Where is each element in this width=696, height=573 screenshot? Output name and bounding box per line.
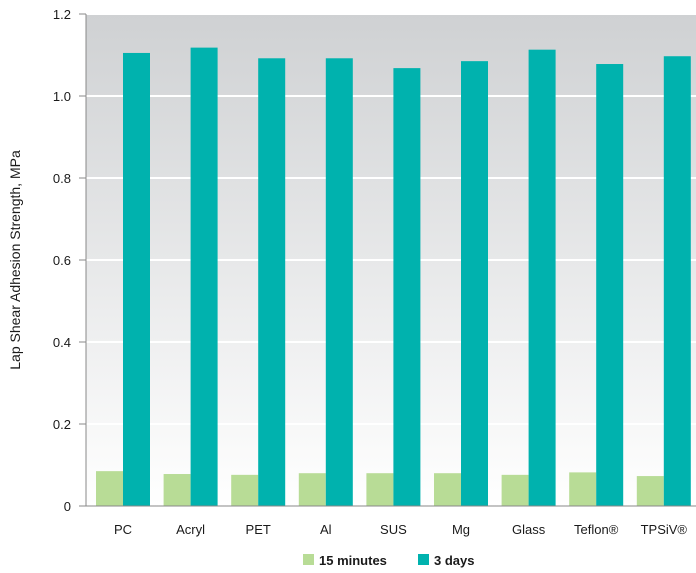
bar-3-days xyxy=(258,58,286,506)
bar-15-minutes xyxy=(231,474,259,506)
bar-15-minutes xyxy=(366,473,394,506)
legend-swatch xyxy=(303,554,314,565)
y-tick-labels: 0 0.2 0.4 0.6 0.8 1.0 1.2 xyxy=(53,7,71,514)
bar-3-days xyxy=(528,49,556,507)
bar-3-days xyxy=(393,68,421,507)
x-tick-label: Glass xyxy=(512,522,546,537)
bar-15-minutes xyxy=(163,474,191,506)
bar-3-days xyxy=(596,64,624,507)
y-tick-label: 0.2 xyxy=(53,417,71,432)
bars xyxy=(96,47,691,507)
y-axis-title: Lap Shear Adhesion Strength, MPa xyxy=(7,150,23,370)
x-tick-label: Teflon® xyxy=(574,522,619,537)
legend: 15 minutes 3 days xyxy=(303,553,474,568)
bar-15-minutes xyxy=(569,472,597,506)
bar-3-days xyxy=(190,47,218,507)
bar-3-days xyxy=(663,56,691,506)
y-tick-label: 0 xyxy=(64,499,71,514)
x-tick-label: Acryl xyxy=(176,522,205,537)
legend-label: 3 days xyxy=(434,553,474,568)
y-tick-label: 0.6 xyxy=(53,253,71,268)
gridlines xyxy=(86,13,696,425)
x-tick-label: PC xyxy=(114,522,132,537)
bar-3-days xyxy=(123,52,150,506)
bar-15-minutes xyxy=(298,473,326,506)
y-tick-label: 0.8 xyxy=(53,171,71,186)
bar-3-days xyxy=(461,61,488,507)
x-tick-label: TPSiV® xyxy=(641,522,688,537)
legend-label: 15 minutes xyxy=(319,553,387,568)
x-tick-label: Al xyxy=(320,522,332,537)
bar-15-minutes xyxy=(501,474,529,506)
legend-swatch xyxy=(418,554,429,565)
y-tick-label: 1.0 xyxy=(53,89,71,104)
x-tick-label: PET xyxy=(246,522,271,537)
bar-15-minutes xyxy=(636,476,664,506)
x-tick-label: SUS xyxy=(380,522,407,537)
bar-15-minutes xyxy=(96,471,123,506)
axes xyxy=(79,13,696,507)
bar-3-days xyxy=(325,58,353,506)
bar-15-minutes xyxy=(434,473,461,506)
y-tick-label: 1.2 xyxy=(53,7,71,22)
x-tick-label: Mg xyxy=(452,522,470,537)
y-tick-label: 0.4 xyxy=(53,335,71,350)
x-tick-labels: PC Acryl PET Al SUS Mg Glass Teflon® TPSiV® xyxy=(114,522,687,537)
